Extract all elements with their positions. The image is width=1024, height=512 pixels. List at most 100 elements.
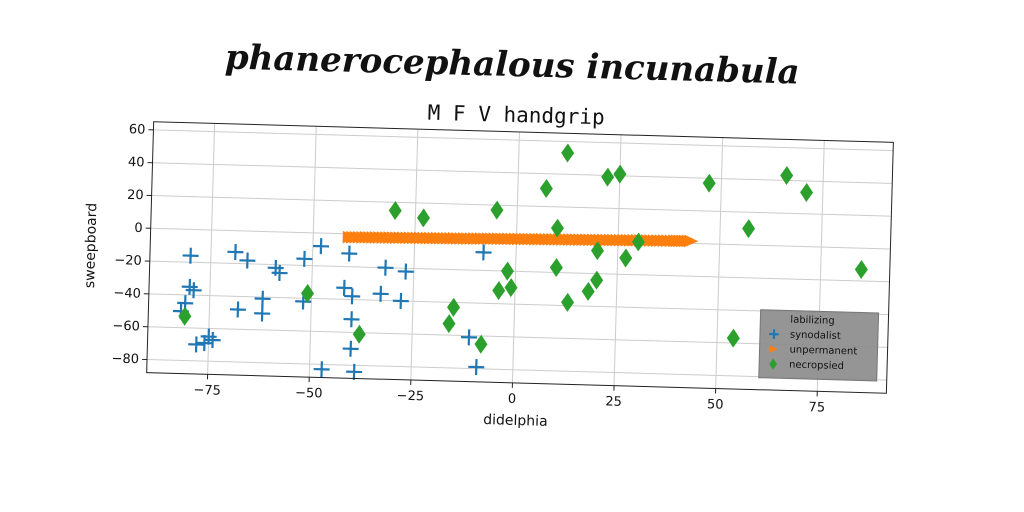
y-axis-ticks: −80 −60 −40 −20 0 20 40 60 xyxy=(111,122,154,368)
x-tick-label: 75 xyxy=(808,400,825,415)
series-point xyxy=(442,314,456,334)
series-point xyxy=(684,234,699,248)
series-point xyxy=(702,173,716,193)
series-point xyxy=(854,260,868,279)
legend: labilizing synodalist unpermanent necropsi… xyxy=(758,309,880,382)
plot-background xyxy=(146,121,894,394)
x-tick-label: 50 xyxy=(707,397,724,412)
series-point xyxy=(561,143,575,163)
series-point xyxy=(504,278,518,298)
series-point xyxy=(539,178,553,198)
series-point xyxy=(312,238,330,255)
series-point xyxy=(392,292,409,309)
legend-label: necropsied xyxy=(789,360,844,373)
series-point xyxy=(550,218,564,238)
series-point xyxy=(227,243,244,261)
y-grid-line xyxy=(151,195,892,217)
x-tick-label: −50 xyxy=(295,386,323,402)
series-point xyxy=(581,281,595,301)
legend-title: labilizing xyxy=(790,315,835,327)
series-point xyxy=(196,335,213,352)
series-point xyxy=(352,324,366,344)
x-grid-line xyxy=(511,131,520,383)
series-point xyxy=(492,281,506,301)
chart-suptitle: phanerocephalous incunabula xyxy=(224,37,800,92)
x-axis-label: didelphia xyxy=(483,412,548,430)
series-point xyxy=(271,264,288,281)
series-point xyxy=(417,208,430,228)
series-point xyxy=(460,329,478,346)
series-point xyxy=(549,258,563,278)
series-point xyxy=(239,252,256,269)
series-point xyxy=(780,166,794,186)
y-tick-label: 20 xyxy=(127,188,144,203)
series-point xyxy=(178,306,192,326)
series-point xyxy=(468,359,485,376)
legend-items: synodalist unpermanent necropsied xyxy=(769,329,857,373)
y-tick-label: −60 xyxy=(112,319,140,335)
x-tick-label: −25 xyxy=(396,389,424,405)
series-point xyxy=(500,261,514,281)
series-point xyxy=(313,361,330,378)
series-point xyxy=(590,270,604,290)
legend-marker xyxy=(769,358,778,370)
series-point xyxy=(200,328,217,345)
series-point xyxy=(254,305,271,322)
series-point xyxy=(619,248,633,268)
series-point xyxy=(296,250,313,267)
x-tick-label: 0 xyxy=(508,392,517,407)
y-grid-line xyxy=(152,162,893,184)
y-tick-label: −80 xyxy=(111,352,139,368)
legend-box xyxy=(758,309,880,382)
series-point xyxy=(800,182,814,202)
series-point xyxy=(613,164,627,184)
series-point xyxy=(182,247,199,264)
series-point xyxy=(474,334,488,354)
y-tick-label: 40 xyxy=(128,155,145,170)
series-point xyxy=(397,263,414,280)
series-point xyxy=(631,232,645,252)
series-point xyxy=(372,285,389,302)
series-point xyxy=(726,328,740,348)
series-point xyxy=(346,363,363,380)
x-grid-line xyxy=(715,137,724,389)
series-point xyxy=(181,278,198,295)
series-point xyxy=(301,283,314,303)
series-point xyxy=(475,244,492,261)
y-tick-label: −40 xyxy=(113,286,141,302)
series-point xyxy=(336,279,353,296)
x-axis-ticks: −75 −50 −25 0 25 50 75 xyxy=(193,374,825,416)
plot-area: −75 −50 −25 0 25 50 75 −80 −60 −40 −20 0 20 40 60 did… xyxy=(82,121,894,430)
series-point xyxy=(185,282,202,299)
y-tick-label: 0 xyxy=(134,221,143,236)
series-point xyxy=(254,290,271,307)
y-tick-label: −20 xyxy=(114,253,142,269)
plot-frame xyxy=(146,121,894,394)
series-point xyxy=(343,311,360,328)
legend-label: synodalist xyxy=(790,330,841,342)
series-point xyxy=(204,331,221,349)
y-grid-line xyxy=(149,260,890,283)
series-point xyxy=(344,288,361,305)
series-point xyxy=(377,259,394,276)
x-tick-label: −75 xyxy=(193,383,221,399)
series-point xyxy=(388,201,402,221)
grid-lines xyxy=(147,123,894,392)
y-tick-label: 60 xyxy=(129,122,146,137)
series-point xyxy=(742,219,756,239)
series-point xyxy=(229,301,246,318)
series-point xyxy=(447,297,461,317)
x-tick-label: 25 xyxy=(605,394,622,409)
series-point xyxy=(342,340,359,357)
legend-label: unpermanent xyxy=(789,345,857,358)
y-axis-label: sweepboard xyxy=(82,203,100,289)
series-point xyxy=(561,292,575,312)
series-point xyxy=(590,241,604,261)
series-point xyxy=(188,336,205,353)
x-grid-line xyxy=(308,126,317,378)
series-point xyxy=(601,167,615,187)
data-marks xyxy=(172,143,868,380)
legend-marker xyxy=(769,329,779,339)
chart-title: M F V handgrip xyxy=(427,101,605,130)
